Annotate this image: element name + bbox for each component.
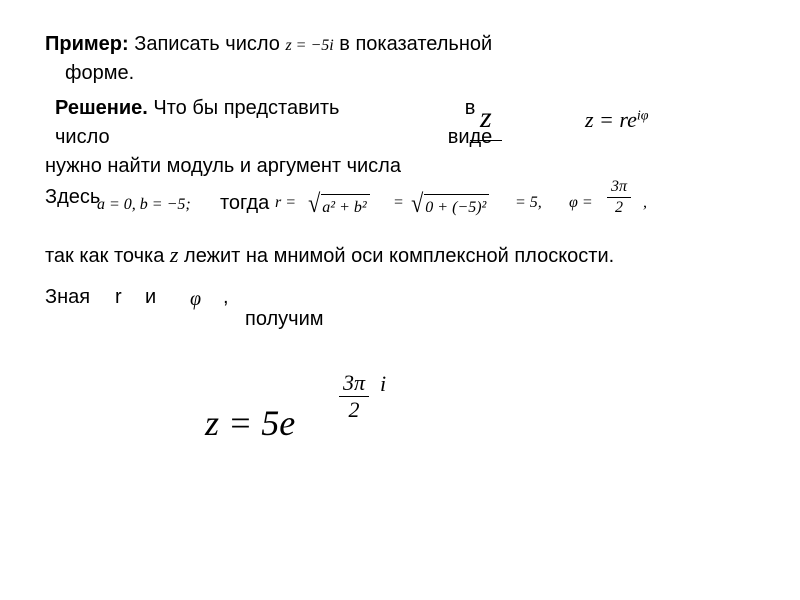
form-line: форме.: [45, 59, 765, 88]
big-z-symbol: z: [470, 96, 502, 141]
phi-frac-num: 3π: [607, 179, 631, 195]
formula-re: z = re: [585, 107, 637, 132]
eq-between2: = 5,: [515, 191, 542, 214]
text-form: форме.: [65, 62, 134, 84]
text-find-modulus: нужно найти модуль и аргумент числа: [45, 155, 401, 177]
sqrt-0-25: √0 + (−5)²: [410, 185, 489, 223]
solution-intro: Решение. Что бы представить число: [55, 94, 355, 152]
text-write-number: Записать число: [129, 33, 286, 55]
formula-z-5i: z = −5i: [285, 37, 333, 54]
result-exp-num: 3π: [339, 372, 369, 394]
sqrt2-body: 0 + (−5)²: [424, 194, 489, 219]
text-znaya: Зная: [45, 283, 90, 312]
exp-iphi: iφ: [637, 108, 649, 123]
text-togda: тогда: [220, 189, 269, 218]
formula-exponential-form: z = reiφ: [585, 104, 649, 136]
imaginary-axis-line: так как точка z лежит на мнимой оси комп…: [45, 239, 765, 271]
label-primer: Пример:: [45, 33, 129, 55]
result-exp-frac: 3π 2: [339, 372, 369, 421]
text-and: и: [145, 283, 156, 312]
sqrt-a2b2: √a² + b²: [307, 185, 370, 223]
phi-value-frac: 3π 2: [607, 179, 631, 216]
result-lhs: z = 5e: [205, 397, 295, 449]
example-title-line: Пример: Записать число z = −5i в показат…: [45, 30, 765, 59]
eq-between1: =: [393, 191, 404, 214]
z-over-bar: z: [470, 96, 502, 141]
text-since-point: так как точка: [45, 245, 170, 267]
symbol-phi: φ: [190, 285, 201, 314]
text-poluchim: получим: [245, 305, 324, 334]
formula-r-eq: r =: [275, 191, 296, 214]
phi-eq: φ =: [569, 191, 593, 214]
result-exp-i: i: [380, 371, 386, 396]
phi-frac-den: 2: [607, 200, 631, 216]
trailing-comma: ,: [643, 191, 647, 214]
text-zdes: Здесь: [45, 183, 90, 212]
symbol-r: r: [115, 283, 122, 312]
formula-a-b: a = 0, b = −5;: [97, 193, 191, 216]
text-exponential: в показательной: [339, 33, 492, 55]
final-result: z = 5e 3π 2 i: [205, 373, 765, 463]
label-reshenie: Решение.: [55, 97, 148, 119]
comma: ,: [223, 283, 229, 312]
modulus-argument-line: нужно найти модуль и аргумент числа: [45, 152, 765, 181]
result-exp-den: 2: [339, 399, 369, 421]
sqrt1-body: a² + b²: [321, 194, 369, 219]
text-imaginary-axis: лежит на мнимой оси комплексной плоскост…: [178, 245, 614, 267]
